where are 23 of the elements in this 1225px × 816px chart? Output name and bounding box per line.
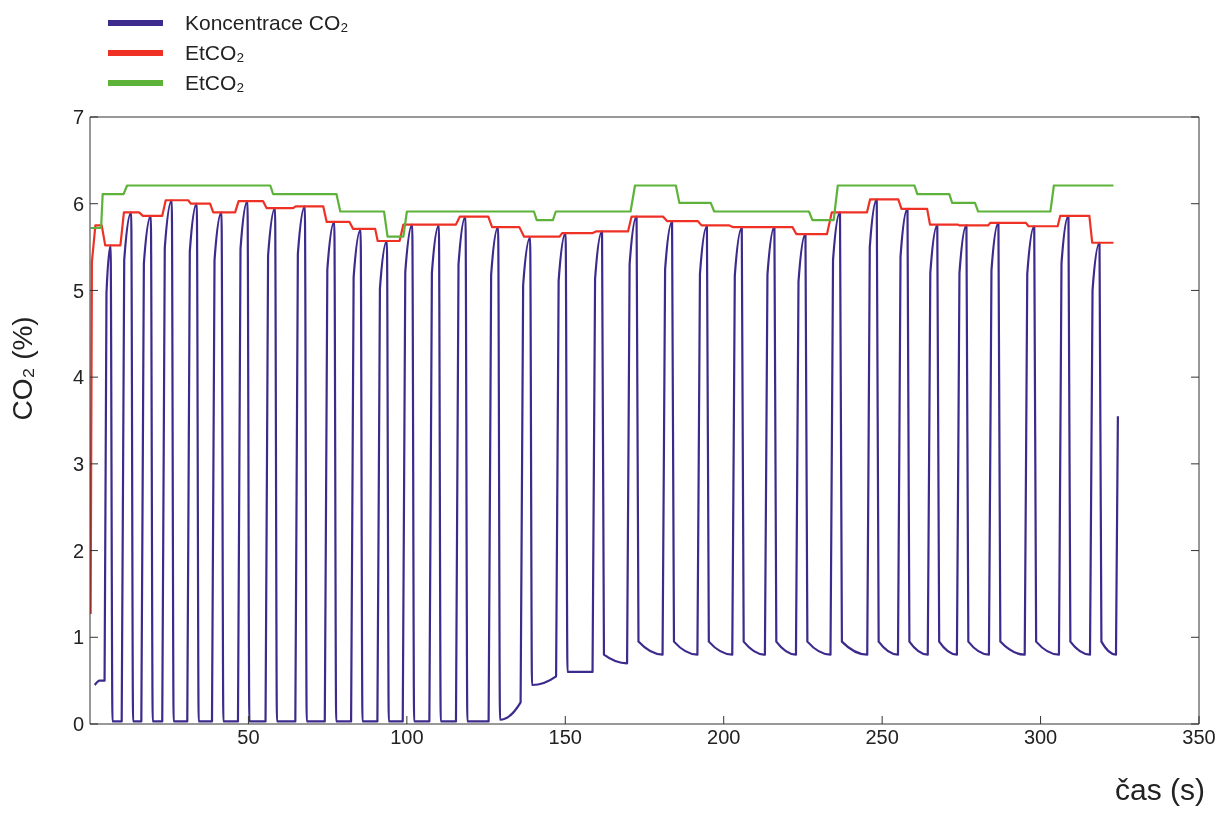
x-tick-label: 100 <box>390 726 424 749</box>
y-tick-label: 7 <box>72 106 84 129</box>
legend-label: Koncentrace CO₂ <box>185 11 349 35</box>
legend-label: EtCO₂ <box>185 41 245 65</box>
y-tick-label: 4 <box>72 366 84 389</box>
line-series <box>90 184 1115 238</box>
x-tick-label: 50 <box>237 726 260 749</box>
x-tick-label: 150 <box>548 726 582 749</box>
y-tick-label: 0 <box>72 713 84 736</box>
x-tick-label: 350 <box>1182 726 1216 749</box>
y-tick-label: 3 <box>72 452 84 475</box>
y-tick-label: 1 <box>72 626 84 649</box>
line-series <box>93 198 1119 723</box>
y-axis-title: CO₂ (%) <box>6 316 38 421</box>
legend-label: EtCO₂ <box>185 71 245 95</box>
line-series <box>90 198 1115 615</box>
x-tick-label: 200 <box>707 726 741 749</box>
x-tick-label: 300 <box>1023 726 1058 749</box>
y-tick-label: 2 <box>72 539 84 562</box>
y-tick-label: 6 <box>72 192 84 215</box>
y-tick-label: 5 <box>72 279 84 302</box>
x-axis-title: čas (s) <box>1115 773 1205 806</box>
x-tick-label: 250 <box>865 726 899 749</box>
